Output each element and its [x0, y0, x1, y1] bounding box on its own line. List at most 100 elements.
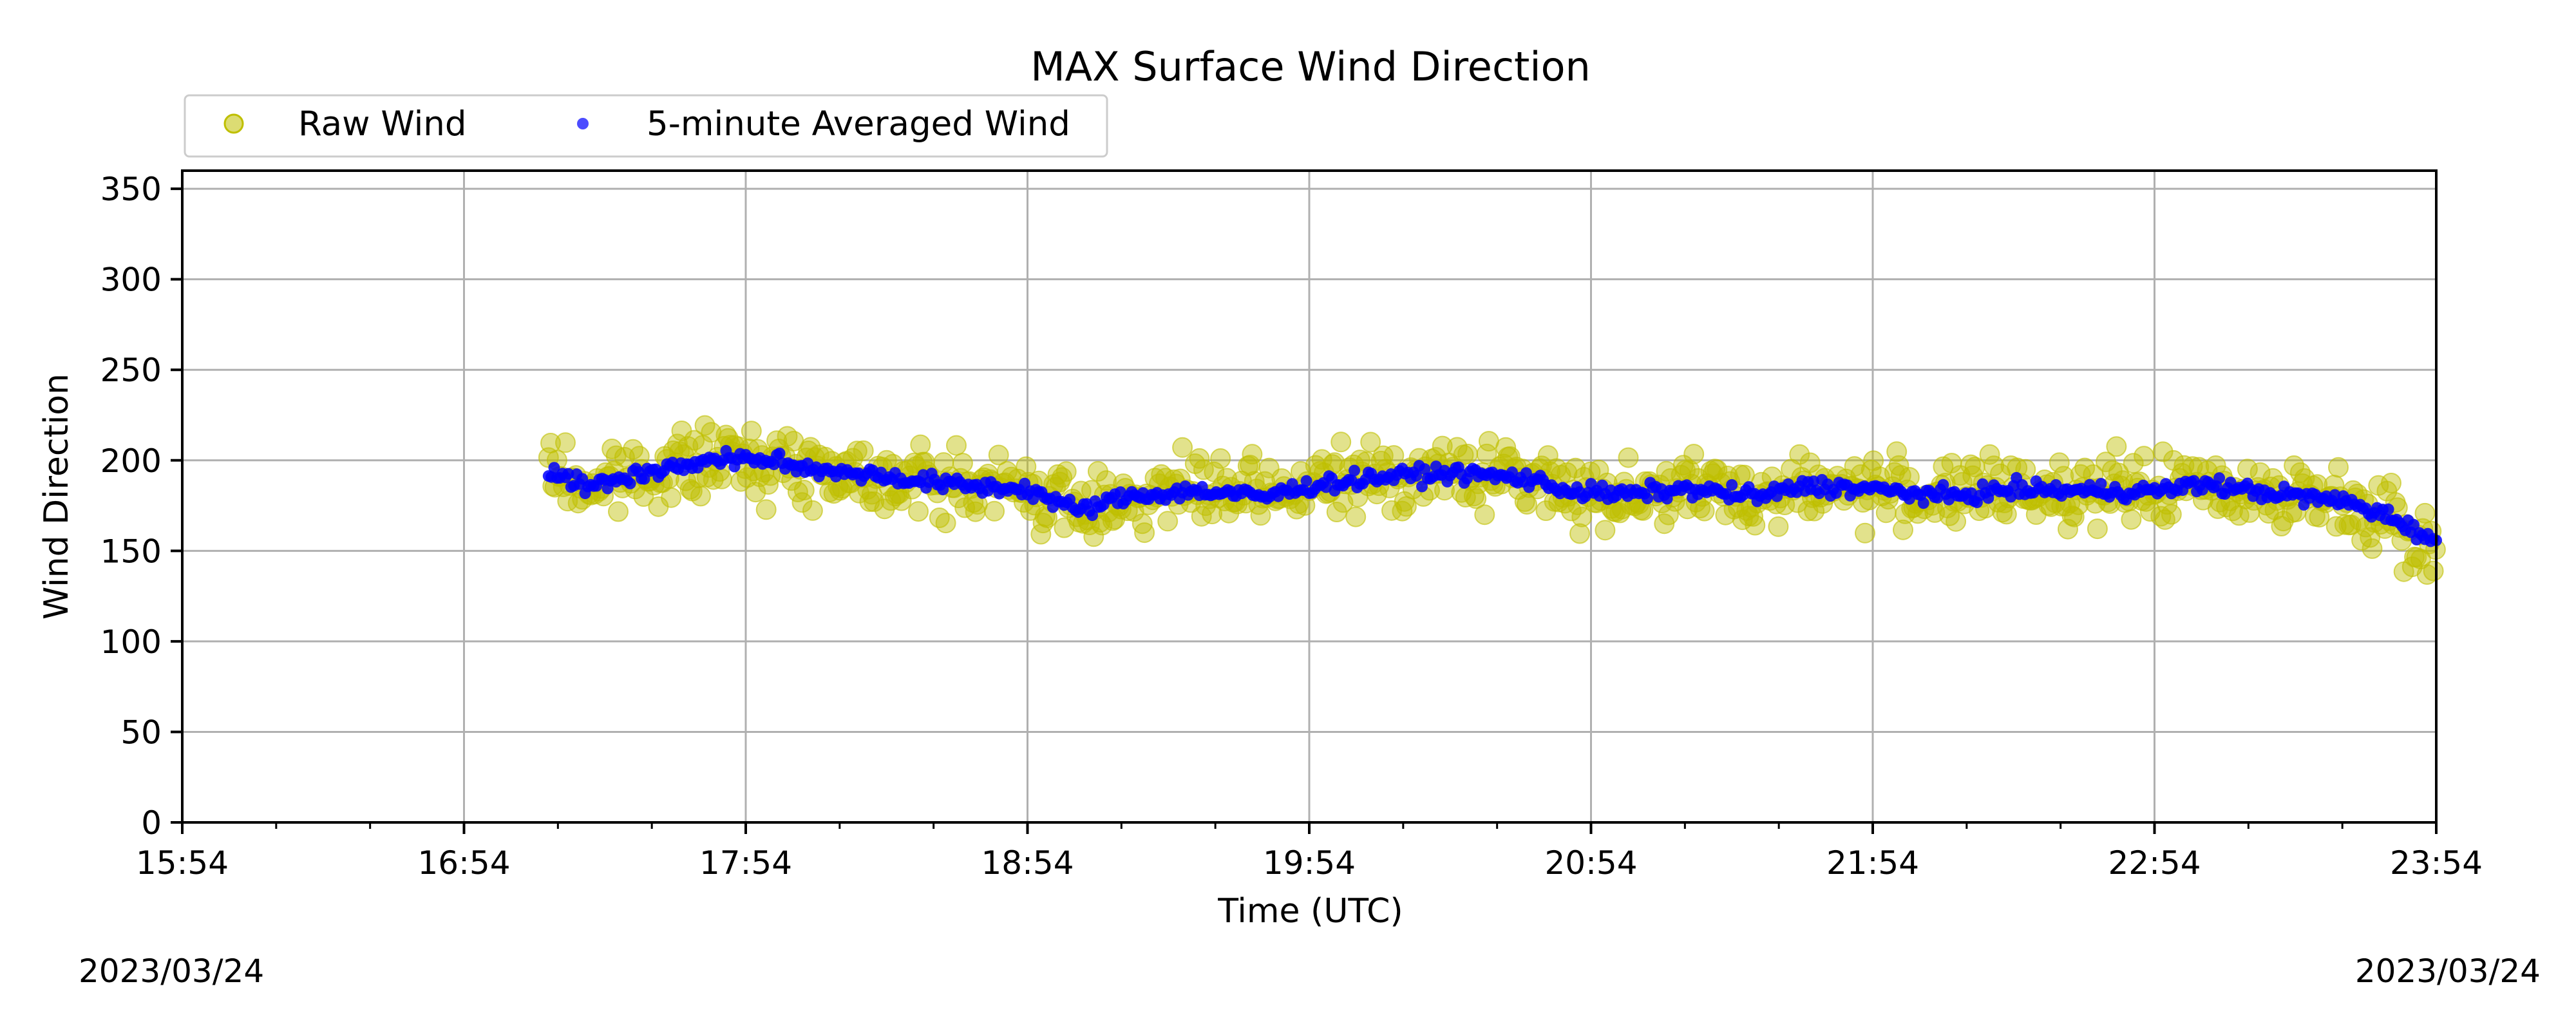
raw-wind-point — [661, 487, 682, 508]
raw-wind-point — [1189, 448, 1210, 469]
legend-box — [184, 94, 1108, 158]
averaged-wind-point — [2050, 479, 2062, 491]
raw-wind-point — [741, 421, 762, 442]
raw-wind-point — [1745, 515, 1766, 536]
raw-wind-point — [1768, 516, 1789, 537]
raw-wind-point — [800, 437, 821, 458]
raw-wind-point — [793, 480, 815, 500]
legend-marker-averaged-wind — [577, 118, 589, 129]
raw-wind-point — [853, 440, 874, 461]
averaged-wind-point — [2213, 472, 2226, 484]
raw-wind-point — [952, 453, 973, 474]
raw-wind-point — [2134, 446, 2155, 467]
raw-wind-point — [1474, 504, 1495, 526]
averaged-wind-point — [1976, 478, 1989, 490]
averaged-wind-point — [1300, 475, 1312, 487]
raw-wind-point — [1893, 519, 1913, 540]
raw-wind-point — [1311, 449, 1332, 470]
raw-wind-point — [988, 444, 1009, 466]
raw-wind-point — [984, 500, 1005, 522]
raw-wind-point — [1331, 431, 1352, 453]
raw-wind-point — [904, 452, 925, 473]
raw-wind-series — [538, 415, 2446, 585]
x-tick-label: 16:54 — [417, 844, 510, 882]
raw-wind-point — [1242, 444, 1263, 465]
raw-wind-point — [1237, 455, 1258, 477]
raw-wind-point — [1499, 446, 1520, 467]
y-tick-label: 150 — [100, 533, 162, 570]
raw-wind-point — [1096, 470, 1117, 491]
y-tick-label: 0 — [141, 804, 162, 842]
y-tick-label: 200 — [100, 442, 162, 480]
raw-wind-point — [2362, 538, 2383, 559]
averaged-wind-point — [1410, 469, 1423, 482]
raw-wind-point — [1466, 488, 1487, 509]
raw-wind-point — [861, 484, 882, 505]
raw-wind-point — [1210, 448, 1231, 469]
raw-wind-point — [1569, 523, 1590, 544]
raw-wind-point — [2381, 473, 2401, 493]
raw-wind-point — [1134, 522, 1155, 544]
raw-wind-point — [1743, 506, 1764, 527]
raw-wind-point — [633, 486, 654, 507]
raw-wind-point — [908, 501, 929, 522]
x-tick-label: 17:54 — [699, 844, 792, 882]
averaged-wind-point — [1937, 479, 1949, 491]
averaged-wind-point — [1917, 497, 1929, 509]
raw-wind-point — [1517, 494, 1537, 515]
raw-wind-point — [946, 435, 967, 456]
raw-wind-point — [1799, 452, 1821, 473]
raw-wind-point — [1694, 500, 1715, 522]
raw-wind-point — [1899, 467, 1920, 488]
start-date: 2023/03/24 — [79, 952, 264, 990]
averaged-wind-point — [773, 448, 786, 459]
averaged-wind-point — [1419, 463, 1431, 475]
averaged-wind-point — [1349, 464, 1360, 477]
raw-wind-point — [1250, 505, 1271, 526]
raw-wind-point — [1996, 504, 2017, 525]
raw-wind-point — [935, 513, 956, 534]
raw-wind-point — [1844, 456, 1865, 477]
axis-ticks: 15:54 16:54 17:54 18:54 19:54 20:54 21:54 22:54… — [100, 171, 2483, 882]
averaged-wind-point — [1726, 479, 1738, 491]
averaged-wind-point — [2095, 478, 2107, 490]
chart-title: MAX Surface Wind Direction — [1030, 43, 1591, 90]
x-tick-label: 20:54 — [1544, 844, 1637, 882]
y-tick-label: 100 — [100, 623, 162, 661]
raw-wind-point — [2414, 502, 2436, 524]
raw-wind-point — [2328, 457, 2349, 478]
raw-wind-point — [1683, 444, 1705, 465]
raw-wind-point — [2049, 452, 2070, 473]
raw-wind-point — [745, 482, 766, 503]
y-tick-label: 50 — [120, 714, 162, 751]
x-tick-label: 19:54 — [1263, 844, 1356, 882]
legend: Raw Wind 5-minute Averaged Wind — [184, 94, 1108, 158]
averaged-wind-point — [2329, 489, 2341, 501]
raw-wind-point — [2121, 509, 2142, 530]
raw-wind-point — [1571, 506, 1593, 527]
raw-wind-point — [1855, 522, 1875, 544]
averaged-wind-point — [2408, 518, 2420, 531]
raw-wind-point — [802, 500, 823, 521]
averaged-wind-point — [1416, 480, 1428, 493]
raw-wind-point — [1707, 459, 1728, 480]
raw-wind-point — [2063, 506, 2085, 527]
averaged-wind-point — [562, 468, 574, 480]
raw-wind-point — [876, 450, 897, 471]
raw-wind-point — [608, 501, 629, 522]
raw-wind-point — [1157, 511, 1179, 532]
raw-wind-point — [1979, 444, 2000, 465]
averaged-wind-point — [768, 459, 780, 471]
x-tick-label: 21:54 — [1826, 844, 1919, 882]
raw-wind-point — [2152, 441, 2174, 462]
raw-wind-point — [677, 436, 699, 457]
raw-wind-point — [2087, 518, 2108, 540]
raw-wind-point — [1383, 445, 1405, 466]
raw-wind-point — [1172, 437, 1193, 458]
legend-label-averaged-wind: 5-minute Averaged Wind — [647, 104, 1070, 144]
raw-wind-point — [2058, 518, 2078, 540]
y-tick-label: 250 — [100, 352, 162, 389]
raw-wind-point — [1962, 465, 1984, 486]
